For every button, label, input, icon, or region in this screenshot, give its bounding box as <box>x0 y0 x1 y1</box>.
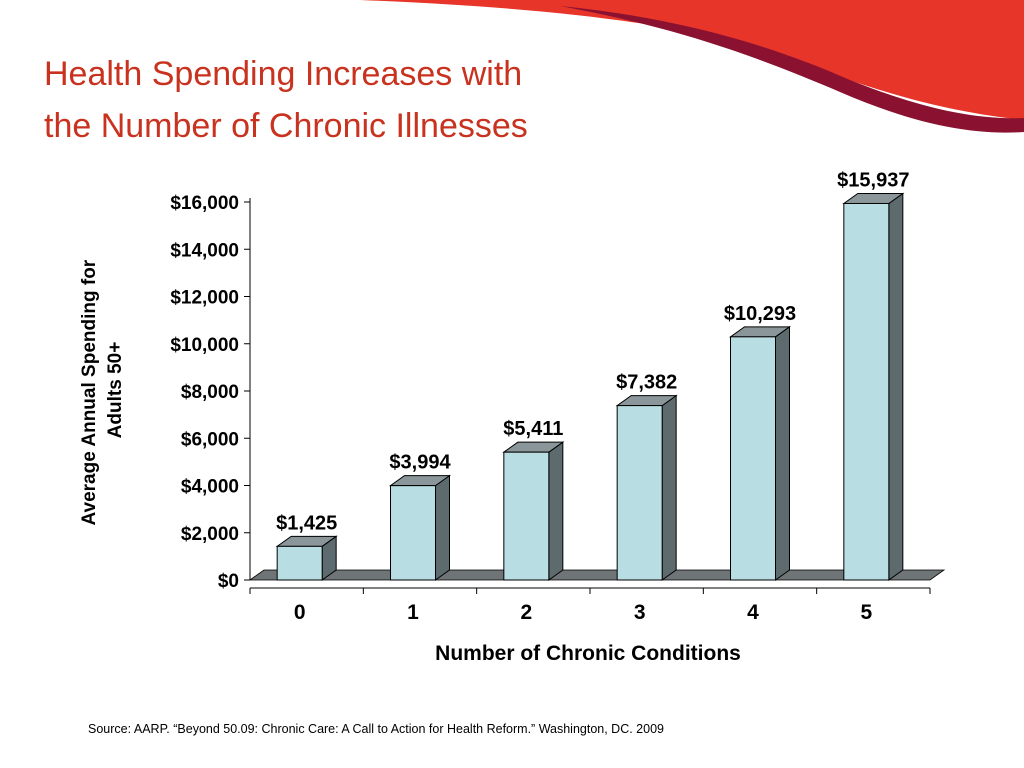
chart-plot-area: $0 $2,000 $4,000 $6,000 $8,000 $10,000 $12,000… <box>170 169 946 624</box>
y-tick-label: $8,000 <box>181 382 239 403</box>
x-tick-label: 5 <box>860 601 872 624</box>
title-line-2: the Number of Chronic Illnesses <box>44 107 528 145</box>
y-axis-label-line-1: Average Annual Spending for <box>79 259 100 525</box>
swoosh-red-band <box>360 0 1024 120</box>
bar <box>276 545 323 581</box>
y-tick-label: $2,000 <box>181 524 239 545</box>
bar-value-label: $10,293 <box>724 303 796 325</box>
source-note: Source: AARP. “Beyond 50.09: Chronic Car… <box>88 722 664 736</box>
bar <box>503 451 550 581</box>
x-tick-label: 0 <box>294 601 306 624</box>
x-axis-label: Number of Chronic Conditions <box>435 642 741 665</box>
bar <box>843 202 890 581</box>
chart-floor <box>248 569 946 581</box>
bar-side <box>661 394 677 581</box>
y-tick-label: $14,000 <box>170 240 239 261</box>
decorative-swoosh <box>360 0 1024 133</box>
bar-side <box>888 192 904 581</box>
y-tick-label: $12,000 <box>170 288 239 309</box>
swoosh-dark-band <box>560 6 1024 133</box>
y-tick-label: $10,000 <box>170 335 239 356</box>
x-tick-label: 4 <box>747 601 759 624</box>
bar-value-label: $5,411 <box>503 418 563 440</box>
page-title: Health Spending Increases with the Numbe… <box>44 48 528 152</box>
bar-value-label: $7,382 <box>616 372 677 394</box>
x-tick-label: 2 <box>520 601 532 624</box>
bar-side <box>548 441 564 581</box>
x-tick-label: 3 <box>634 601 646 624</box>
y-axis-label-line-2: Adults 50+ <box>105 342 126 439</box>
bar <box>390 485 436 581</box>
y-axis-label: Average Annual Spending for Adults 50+ <box>79 255 126 526</box>
bar <box>616 405 663 581</box>
bar-side <box>775 325 790 581</box>
bar <box>730 336 776 581</box>
x-tick-label: 1 <box>407 601 419 624</box>
bar-side <box>435 474 450 581</box>
bar-value-label: $3,994 <box>389 452 451 474</box>
y-tick-label: $0 <box>218 571 239 592</box>
y-tick-label: $16,000 <box>170 193 239 214</box>
bar-chart: Average Annual Spending for Adults 50+ N… <box>79 169 946 665</box>
y-tick-label: $4,000 <box>181 477 239 498</box>
bar-value-label: $1,425 <box>276 512 337 534</box>
title-line-1: Health Spending Increases with <box>44 55 523 93</box>
y-tick-label: $6,000 <box>181 429 239 450</box>
bar-value-label: $15,937 <box>837 169 909 191</box>
